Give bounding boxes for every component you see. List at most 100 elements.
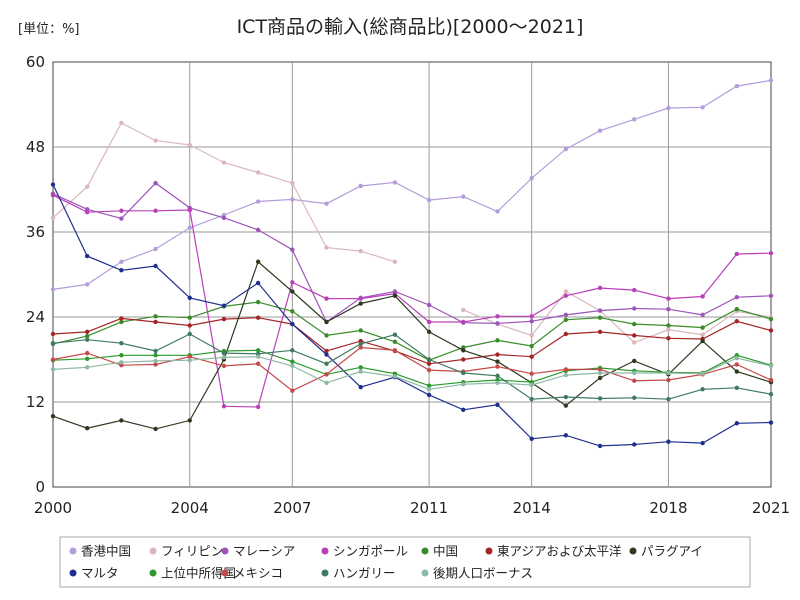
legend-label: パラグアイ <box>641 544 703 559</box>
data-point <box>563 372 569 378</box>
data-point <box>426 329 432 335</box>
data-point <box>461 348 466 353</box>
data-point <box>529 175 534 181</box>
data-point <box>119 319 124 325</box>
data-point <box>221 303 227 308</box>
x-tick-label: 2018 <box>649 499 687 517</box>
legend-label: ハンガリー <box>333 566 396 581</box>
series-12 <box>50 354 774 392</box>
data-point <box>666 370 671 376</box>
data-point <box>597 443 603 449</box>
data-point <box>84 253 90 259</box>
data-point <box>529 343 534 349</box>
data-point <box>632 370 637 376</box>
data-point <box>50 182 56 187</box>
legend-marker <box>629 547 637 555</box>
data-point <box>700 105 705 110</box>
data-point <box>529 436 534 442</box>
data-point <box>324 296 329 301</box>
data-point <box>84 209 90 215</box>
y-tick-label: 12 <box>26 393 45 411</box>
data-point <box>734 385 740 391</box>
legend-marker <box>421 547 429 555</box>
data-point <box>290 197 295 202</box>
data-point <box>221 404 227 409</box>
data-point <box>50 357 56 362</box>
data-point <box>221 215 227 221</box>
data-point <box>119 268 124 273</box>
data-point <box>358 341 363 347</box>
data-point <box>290 348 295 353</box>
data-point <box>119 316 124 321</box>
data-point <box>563 433 569 438</box>
data-point <box>529 396 534 402</box>
data-point <box>290 363 295 369</box>
data-point <box>255 361 261 366</box>
data-point <box>563 394 569 400</box>
series-line <box>52 333 772 400</box>
legend-label: 上位中所得国 <box>161 566 236 581</box>
data-point <box>255 299 261 305</box>
data-point <box>563 312 569 318</box>
data-point <box>666 336 671 341</box>
legend-label: メキシコ <box>233 566 283 581</box>
x-tick-label: 2011 <box>410 499 448 517</box>
data-point <box>392 332 398 337</box>
series-line <box>52 194 772 408</box>
x-tick-label: 2000 <box>34 499 72 517</box>
series-line <box>52 184 772 447</box>
data-point <box>50 331 56 337</box>
legend-label: 中国 <box>433 544 458 559</box>
data-point <box>768 377 774 383</box>
legend-box <box>59 536 751 588</box>
series-7 <box>50 259 774 432</box>
data-point <box>358 345 363 350</box>
data-point <box>255 259 261 264</box>
series-line <box>52 349 772 387</box>
data-point <box>255 280 261 286</box>
data-point <box>461 357 466 362</box>
data-point <box>324 333 329 338</box>
data-point <box>768 363 774 369</box>
legend-marker <box>149 569 157 577</box>
data-point <box>153 314 158 319</box>
data-point <box>734 251 740 257</box>
data-point <box>119 208 124 213</box>
data-point <box>426 383 432 388</box>
data-point <box>153 263 158 269</box>
data-point <box>666 396 671 402</box>
data-point <box>700 440 705 446</box>
data-point <box>597 367 603 372</box>
data-point <box>563 331 569 337</box>
data-point <box>426 319 432 325</box>
data-point <box>734 294 740 300</box>
data-point <box>84 426 90 431</box>
data-point <box>461 194 466 199</box>
data-point <box>221 160 227 165</box>
data-point <box>290 388 295 393</box>
x-tick-label: 2004 <box>171 499 209 517</box>
data-point <box>358 384 363 390</box>
chart-title: ICT商品の輸入(総商品比)[2000～2021] <box>237 16 584 38</box>
data-point <box>426 387 432 392</box>
data-point <box>495 364 500 369</box>
data-point <box>153 246 158 252</box>
data-point <box>324 352 329 357</box>
data-point <box>563 289 569 294</box>
series-11 <box>50 331 774 402</box>
legend-label: フィリピン <box>161 544 223 559</box>
data-point <box>119 418 124 423</box>
data-point <box>324 319 329 325</box>
data-point <box>84 329 90 335</box>
data-point <box>358 369 363 374</box>
x-tick-label: 2021 <box>752 499 790 517</box>
data-point <box>119 360 124 365</box>
data-point <box>632 358 637 364</box>
data-point <box>187 418 192 423</box>
data-point <box>632 117 637 122</box>
legend-label: マレーシア <box>233 544 295 559</box>
data-point <box>597 128 603 133</box>
data-point <box>700 294 705 299</box>
data-point <box>187 315 192 320</box>
